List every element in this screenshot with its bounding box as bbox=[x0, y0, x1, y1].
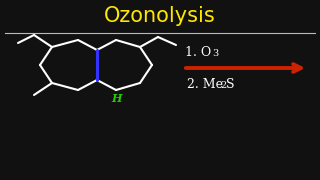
Text: H: H bbox=[112, 93, 122, 105]
Text: Ozonolysis: Ozonolysis bbox=[104, 6, 216, 26]
Text: 2: 2 bbox=[220, 82, 226, 91]
Text: S: S bbox=[226, 78, 235, 91]
Text: 3: 3 bbox=[212, 50, 218, 59]
Text: 2. Me: 2. Me bbox=[187, 78, 223, 91]
Text: 1. O: 1. O bbox=[185, 46, 211, 58]
